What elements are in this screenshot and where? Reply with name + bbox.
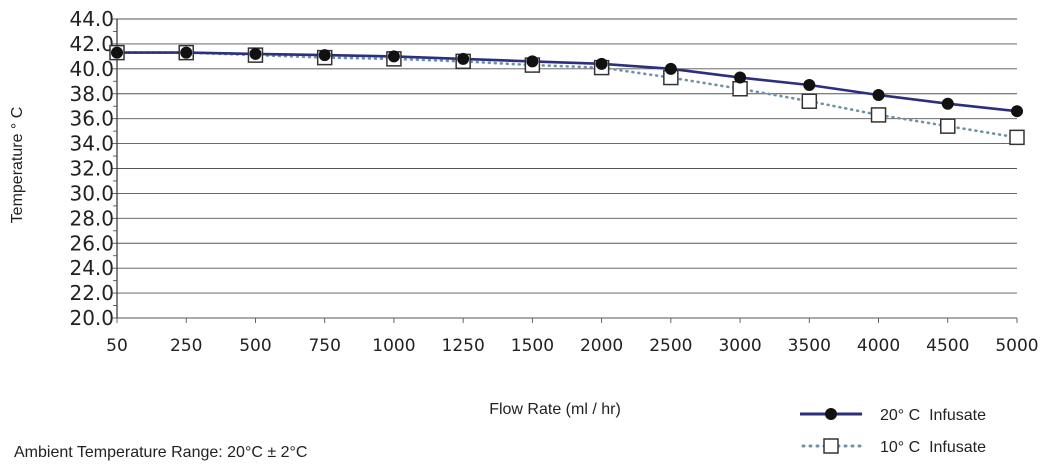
x-tick-label: 1000 (372, 336, 415, 356)
data-point-20c (734, 71, 747, 84)
x-tick-label: 4000 (857, 336, 900, 356)
data-point-20c (803, 79, 816, 92)
data-point-10c (732, 81, 748, 97)
y-tick-label: 28.0 (69, 206, 114, 230)
y-tick-label: 34.0 (69, 132, 114, 156)
x-tick-label: 1500 (511, 336, 554, 356)
x-tick-label: 3000 (718, 336, 761, 356)
data-point-20c (664, 62, 677, 75)
data-point-20c (111, 46, 123, 59)
series-line-10c (115, 51, 1019, 139)
y-tick-label: 42.0 (69, 32, 114, 56)
y-tick-label: 30.0 (69, 181, 114, 205)
legend-label-20c: 20° C Infusate (880, 407, 986, 424)
x-tick-label: 4500 (926, 336, 969, 356)
ambient-temperature-note: Ambient Temperature Range: 20°C ± 2°C (14, 444, 307, 461)
data-point-10c (1009, 129, 1025, 146)
data-point-20c (318, 49, 331, 62)
data-point-20c (387, 50, 400, 63)
x-tick-label: 50 (106, 336, 128, 356)
x-tick-label: 2000 (580, 336, 623, 356)
data-point-20c (595, 57, 608, 70)
data-point-20c (180, 46, 193, 59)
legend-marker-10c (823, 438, 839, 454)
x-tick-label: 500 (239, 336, 271, 356)
data-point-10c (940, 118, 956, 134)
data-point-20c (526, 55, 539, 68)
x-tick-label: 3500 (788, 336, 831, 356)
y-tick-label: 40.0 (69, 57, 114, 81)
y-tick-label: 24.0 (69, 256, 114, 280)
x-tick-label: 1250 (442, 336, 485, 356)
series-layer (109, 44, 1025, 146)
x-tick-label: 250 (170, 336, 202, 356)
y-axis-ticks: 20.022.024.026.028.030.032.034.036.038.0… (69, 7, 117, 330)
data-point-20c (1011, 105, 1023, 118)
data-point-20c (872, 88, 885, 101)
legend-item-10c: 10° C Infusate (801, 438, 986, 456)
x-tick-label: 750 (308, 336, 340, 356)
y-axis-title: Temperature ° C (9, 107, 26, 224)
legend: 20° C Infusate 10° C Infusate (800, 407, 986, 456)
y-tick-label: 26.0 (69, 231, 114, 255)
series-line-20c (117, 51, 1018, 113)
y-tick-label: 44.0 (69, 7, 114, 31)
x-tick-label: 5000 (995, 336, 1038, 356)
y-tick-label: 38.0 (69, 82, 114, 106)
x-tick-label: 2500 (649, 336, 692, 356)
legend-marker-20c (825, 408, 837, 420)
data-point-20c (941, 97, 954, 110)
legend-item-20c: 20° C Infusate (800, 407, 986, 424)
data-point-10c (870, 107, 887, 123)
data-point-20c (457, 52, 470, 65)
y-tick-label: 22.0 (69, 281, 114, 305)
data-point-10c (801, 93, 818, 109)
x-axis-ticks: 50 250 500 750 1000 1250 1500 2000 2500 3000 3500 4… (106, 318, 1039, 356)
y-tick-label: 32.0 (69, 157, 114, 181)
y-tick-label: 36.0 (69, 107, 114, 131)
legend-label-10c: 10° C Infusate (880, 439, 986, 456)
y-tick-label: 20.0 (69, 306, 114, 330)
x-axis-title: Flow Rate (ml / hr) (489, 401, 621, 418)
data-point-20c (249, 47, 262, 60)
